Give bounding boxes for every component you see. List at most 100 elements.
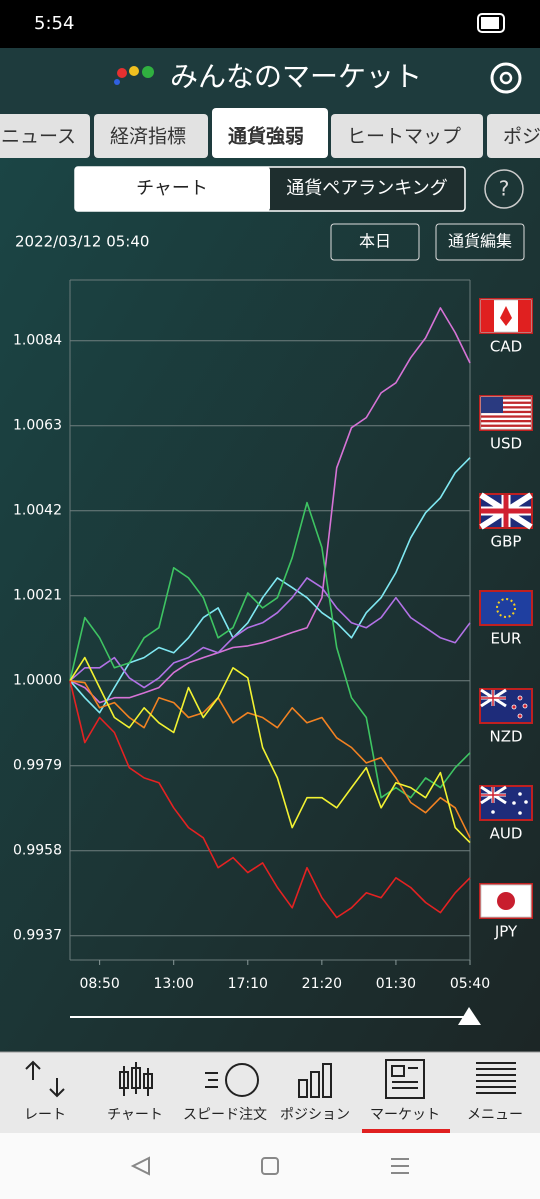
- flag-part: [481, 415, 531, 418]
- flag-part: [481, 424, 531, 427]
- button-label[interactable]: 通貨編集: [448, 232, 512, 251]
- tab-label[interactable]: 通貨強弱: [228, 125, 304, 148]
- tab[interactable]: [0, 114, 90, 158]
- currency-line: [69, 457, 471, 714]
- currency-line: [69, 307, 471, 704]
- flag-part: [481, 397, 503, 413]
- nav-icon[interactable]: [205, 1063, 260, 1097]
- button-label[interactable]: 本日: [359, 232, 391, 251]
- nav-icon[interactable]: [119, 1062, 153, 1096]
- flag-part: [518, 811, 522, 815]
- tab-label[interactable]: 経済指標: [110, 126, 186, 148]
- nav-label[interactable]: メニュー: [467, 1107, 523, 1123]
- battery: [477, 13, 505, 33]
- tab[interactable]: [212, 108, 328, 158]
- nav-icon[interactable]: [476, 1062, 516, 1094]
- logo-dot: [129, 66, 139, 76]
- today-button[interactable]: [330, 223, 420, 261]
- legend-label: GBP: [491, 533, 522, 551]
- currency-line: [69, 680, 471, 919]
- tab[interactable]: [94, 114, 208, 158]
- slider-thumb[interactable]: [458, 1007, 481, 1025]
- x-tick-label: 08:50: [79, 976, 119, 992]
- legend-label: JPY: [494, 923, 518, 941]
- home-button[interactable]: [261, 1157, 279, 1175]
- nav-label[interactable]: ポジション: [280, 1107, 350, 1123]
- logo-dot: [117, 68, 127, 78]
- legend-label: CAD: [490, 338, 522, 356]
- timestamp: 2022/03/12 05:40: [15, 233, 149, 251]
- back-button[interactable]: [130, 1156, 150, 1176]
- tab-label[interactable]: ニュース: [1, 126, 76, 148]
- currency-line: [69, 656, 471, 844]
- tab[interactable]: [331, 114, 483, 158]
- battery-level: [481, 17, 499, 29]
- settings-button[interactable]: [490, 62, 522, 94]
- x-tick-label: 05:40: [450, 976, 490, 992]
- content: [0, 158, 540, 1052]
- flag-part: [481, 690, 506, 706]
- gear-icon[interactable]: [490, 62, 522, 94]
- flag-part: [481, 495, 531, 527]
- tab-label[interactable]: ヒートマップ: [347, 126, 461, 148]
- segment-label[interactable]: 通貨ペアランキング: [286, 178, 447, 199]
- tabs: ニュース 経済指標 通貨強弱 ヒートマップ ポジ: [0, 108, 540, 158]
- legend-label: USD: [490, 435, 522, 453]
- flag-part: [481, 300, 494, 332]
- y-tick-label: 1.0021: [13, 588, 62, 604]
- nav-label[interactable]: レート: [24, 1107, 66, 1123]
- gear-hole[interactable]: [499, 71, 513, 85]
- flag-part: [511, 704, 517, 710]
- nav-label[interactable]: チャート: [107, 1107, 163, 1123]
- header: [0, 48, 540, 108]
- legend-label: AUD: [490, 825, 523, 843]
- flag-part: [481, 397, 531, 400]
- legend-label: NZD: [489, 728, 522, 746]
- nav-label[interactable]: スピード注文: [183, 1107, 267, 1123]
- header-title: みんなのマーケット: [170, 60, 422, 93]
- system-nav: [0, 1133, 540, 1199]
- status-time: 5:54: [34, 13, 74, 34]
- flag-part: [500, 306, 512, 326]
- currency-line: [69, 679, 471, 839]
- y-tick-label: 0.9958: [13, 843, 62, 859]
- tab-label[interactable]: ポジ: [503, 126, 540, 148]
- x-tick-label: 21:20: [302, 976, 342, 992]
- x-tick-label: 17:10: [228, 976, 268, 992]
- help-label[interactable]: ?: [499, 177, 510, 201]
- flag-part: [522, 703, 528, 709]
- flag: [481, 592, 531, 624]
- flag-part: [496, 598, 516, 618]
- nav-active-indicator: [362, 1129, 450, 1133]
- y-tick-label: 1.0063: [13, 418, 62, 434]
- flag-part: [491, 810, 495, 814]
- nav-items: レート チャート スピード注文 ポジション マーケット メニュー: [24, 1059, 523, 1123]
- logo-dot: [114, 79, 120, 85]
- logo-dot: [142, 66, 154, 78]
- nav-icon[interactable]: [25, 1060, 65, 1098]
- flag-part: [518, 300, 531, 332]
- y-tick-label: 0.9937: [13, 928, 62, 944]
- nav-icon[interactable]: [298, 1063, 332, 1098]
- flag-part: [524, 800, 528, 804]
- status-bar: [0, 0, 540, 48]
- flag-part: [481, 787, 506, 803]
- legend-label: EUR: [491, 630, 522, 648]
- segment-selected[interactable]: [75, 167, 270, 211]
- bottom-nav: [0, 1052, 540, 1133]
- flag-part: [517, 713, 523, 719]
- edit-button[interactable]: [435, 223, 525, 261]
- flag-part: [517, 695, 523, 701]
- flag-part: [497, 892, 515, 910]
- y-tick-label: 1.0000: [13, 673, 62, 689]
- y-tick-label: 0.9979: [13, 758, 62, 774]
- x-tick-label: 01:30: [376, 976, 416, 992]
- recents-button[interactable]: [391, 1158, 409, 1174]
- nav-label[interactable]: マーケット: [370, 1107, 440, 1123]
- nav-icon[interactable]: [385, 1059, 425, 1099]
- x-tick-label: 13:00: [154, 976, 194, 992]
- segment-label[interactable]: チャート: [136, 178, 208, 199]
- tab[interactable]: [487, 114, 540, 158]
- help-button[interactable]: [484, 169, 524, 209]
